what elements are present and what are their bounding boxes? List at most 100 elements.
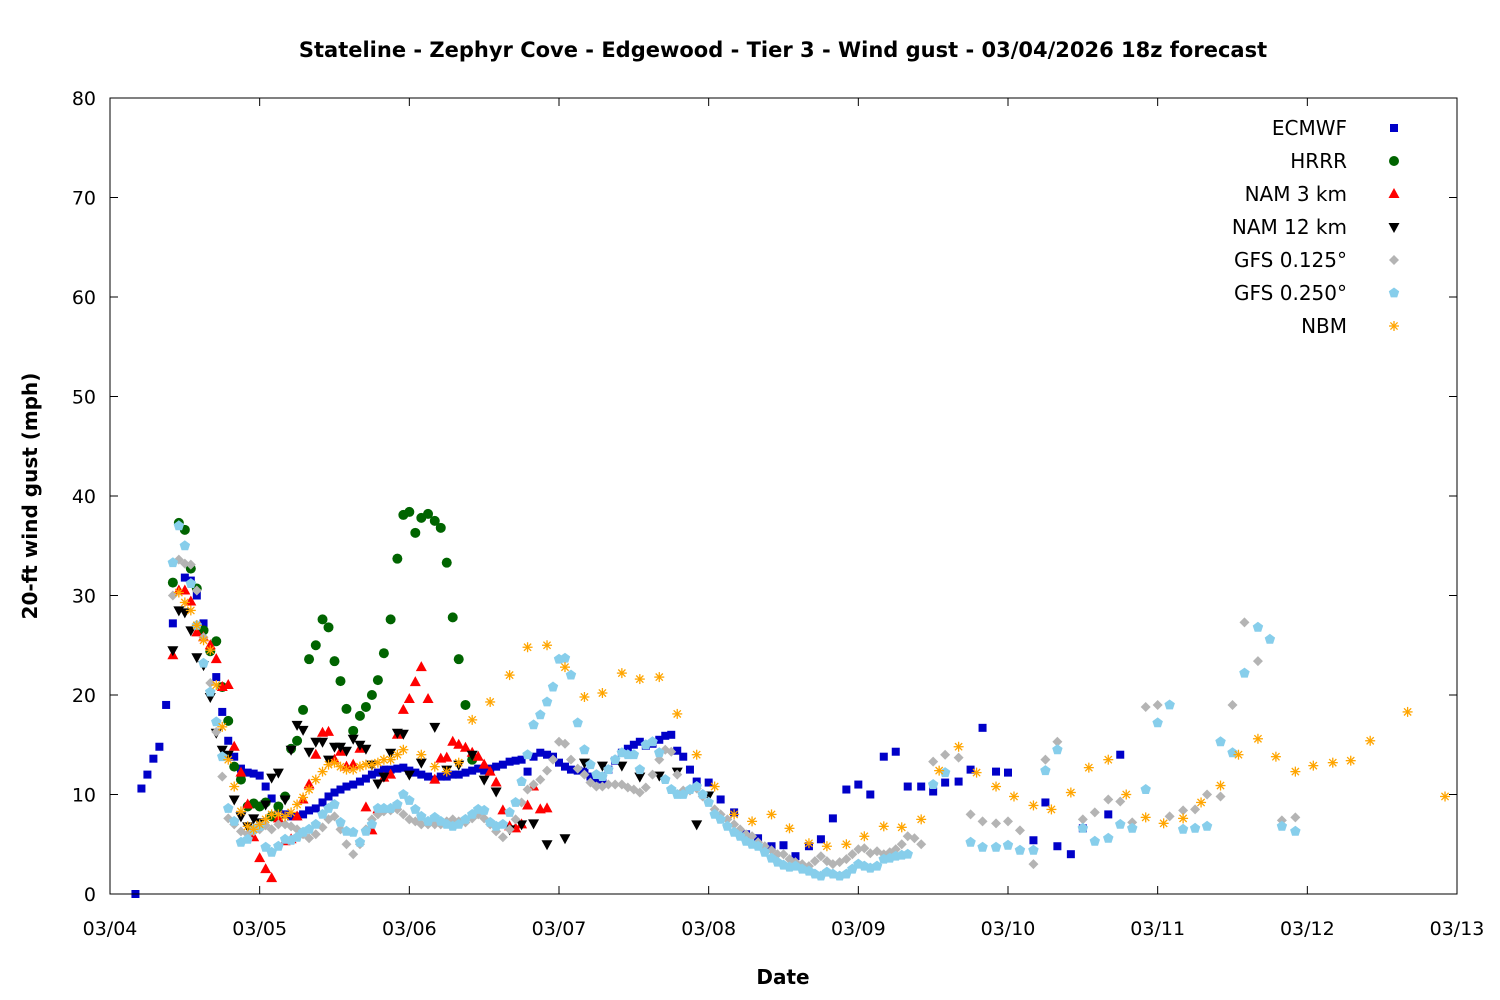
x-tick-label: 03/08: [681, 918, 736, 940]
data-point: [260, 800, 272, 811]
data-point: [435, 522, 446, 533]
data-point: [548, 754, 559, 765]
data-point: [367, 770, 376, 779]
data-point: [1077, 814, 1088, 825]
data-point: [303, 823, 315, 834]
data-point: [1345, 755, 1356, 766]
data-point: [261, 782, 270, 791]
data-point: [460, 813, 471, 824]
tick-labels: 03/04 03/05 03/06 03/07 03/08 03/09 03/10 03/11…: [72, 88, 1485, 940]
data-point: [815, 851, 826, 862]
data-point: [498, 760, 507, 769]
series-hrrr: [167, 506, 478, 822]
data-point: [522, 784, 533, 795]
data-point: [304, 784, 315, 795]
data-point: [297, 725, 309, 736]
data-point: [1189, 822, 1201, 833]
data-point: [266, 846, 277, 857]
data-point: [579, 769, 590, 780]
data-point: [965, 836, 976, 847]
data-point: [223, 802, 234, 813]
data-point: [1028, 844, 1039, 855]
data-point: [273, 819, 284, 830]
data-point: [185, 559, 196, 570]
x-tick-label: 03/07: [532, 918, 587, 940]
data-point: [298, 704, 309, 715]
data-point: [242, 798, 254, 809]
data-point: [1196, 797, 1207, 808]
data-point: [267, 794, 276, 803]
data-point: [722, 814, 733, 825]
data-point: [555, 758, 563, 767]
data-point: [660, 774, 671, 784]
data-point: [505, 757, 514, 766]
data-point: [610, 779, 621, 790]
data-point: [541, 696, 553, 707]
data-point: [393, 764, 402, 773]
data-point: [916, 839, 927, 850]
data-point: [603, 764, 614, 775]
data-point: [528, 719, 539, 730]
data-point: [559, 662, 570, 673]
data-point: [634, 772, 646, 783]
data-point: [616, 668, 627, 679]
data-point: [317, 614, 328, 625]
data-point: [1252, 656, 1263, 667]
legend-label: GFS 0.125°: [1234, 248, 1347, 272]
data-point: [385, 748, 397, 759]
data-point: [366, 690, 377, 700]
x-tick-label: 03/04: [83, 918, 138, 940]
data-point: [191, 585, 202, 596]
data-point: [523, 767, 532, 776]
data-point: [1127, 822, 1138, 833]
data-point: [409, 676, 421, 687]
data-point: [1215, 780, 1226, 791]
data-point: [310, 640, 321, 651]
data-point: [1402, 706, 1413, 717]
data-point: [504, 824, 515, 835]
data-point: [205, 645, 216, 656]
data-point: [348, 725, 359, 736]
data-point: [348, 849, 359, 860]
data-point: [335, 816, 346, 827]
data-point: [541, 840, 553, 851]
data-point: [378, 772, 390, 783]
data-point: [415, 758, 427, 769]
data-point: [385, 754, 396, 765]
y-axis-label: 20-ft wind gust (mph): [18, 373, 42, 620]
data-point: [647, 769, 658, 780]
data-point: [211, 636, 222, 647]
data-point: [841, 854, 852, 865]
data-point: [411, 768, 420, 777]
data-point: [565, 754, 576, 765]
data-point: [821, 841, 832, 852]
data-point: [1103, 794, 1114, 805]
data-point: [565, 669, 577, 680]
data-point: [222, 679, 234, 690]
data-point: [410, 527, 421, 538]
data-point: [1003, 816, 1013, 827]
data-point: [542, 765, 553, 776]
data-point: [179, 597, 190, 608]
data-point: [1270, 751, 1281, 762]
data-point: [291, 810, 303, 821]
data-point: [628, 749, 640, 760]
data-point: [198, 657, 209, 668]
data-point: [341, 703, 352, 714]
data-point: [991, 818, 1002, 829]
data-point: [235, 774, 246, 785]
data-point: [255, 771, 264, 780]
data-point: [273, 801, 284, 812]
legend-label: ECMWF: [1272, 116, 1347, 140]
legend: ECMWF HRRR NAM 3 km NAM 12 km GFS 0.125° GFS …: [1232, 116, 1400, 338]
data-point: [360, 701, 371, 712]
data-point: [317, 737, 329, 748]
data-point: [859, 831, 870, 842]
data-point: [318, 798, 327, 807]
data-point: [303, 747, 315, 758]
data-point: [691, 781, 702, 791]
data-point: [291, 720, 303, 731]
data-point: [379, 765, 388, 774]
data-point: [809, 856, 820, 867]
data-point: [909, 833, 920, 844]
